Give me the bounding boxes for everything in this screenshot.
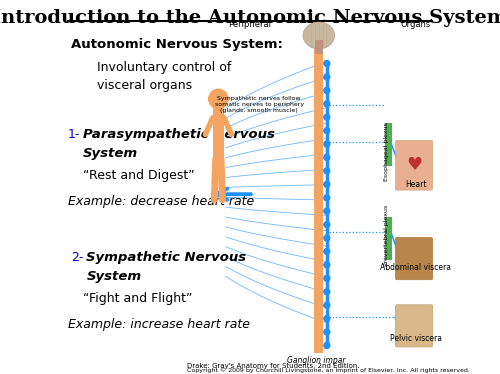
Text: Sympathetic Nervous: Sympathetic Nervous xyxy=(86,251,246,264)
Text: Prevertebral plexus: Prevertebral plexus xyxy=(384,205,390,266)
Bar xyxy=(314,40,323,54)
Ellipse shape xyxy=(303,22,334,49)
Text: Introduction to the Autonomic Nervous System: Introduction to the Autonomic Nervous Sy… xyxy=(0,9,500,27)
Circle shape xyxy=(208,89,228,109)
Bar xyxy=(385,217,392,260)
Text: Parasympathetic Nervous: Parasympathetic Nervous xyxy=(82,128,274,141)
Circle shape xyxy=(324,61,330,67)
Text: 1-: 1- xyxy=(68,128,80,141)
Circle shape xyxy=(324,181,330,187)
Circle shape xyxy=(324,101,330,107)
Circle shape xyxy=(324,128,330,134)
Circle shape xyxy=(324,235,330,241)
FancyBboxPatch shape xyxy=(396,237,432,280)
Text: Example: increase heart rate: Example: increase heart rate xyxy=(68,318,250,331)
Text: 2-: 2- xyxy=(72,251,84,264)
Text: System: System xyxy=(86,270,142,283)
Circle shape xyxy=(324,141,330,147)
Circle shape xyxy=(324,343,330,349)
Text: Ganglion impar: Ganglion impar xyxy=(287,356,346,365)
FancyBboxPatch shape xyxy=(396,305,432,347)
Circle shape xyxy=(324,222,330,228)
Circle shape xyxy=(324,74,330,80)
Text: Autonomic Nervous System:: Autonomic Nervous System: xyxy=(72,38,284,51)
Bar xyxy=(314,47,324,353)
Circle shape xyxy=(324,275,330,281)
Circle shape xyxy=(324,114,330,120)
Bar xyxy=(385,123,392,166)
Text: visceral organs: visceral organs xyxy=(98,79,192,92)
Text: Pelvic viscera: Pelvic viscera xyxy=(390,334,442,343)
Circle shape xyxy=(324,88,330,94)
Text: “Rest and Digest”: “Rest and Digest” xyxy=(82,169,194,182)
Text: “Fight and Flight”: “Fight and Flight” xyxy=(82,292,192,305)
Circle shape xyxy=(324,195,330,201)
Circle shape xyxy=(324,248,330,254)
Circle shape xyxy=(324,208,330,214)
Text: Heart: Heart xyxy=(405,180,426,189)
Text: Peripheral: Peripheral xyxy=(228,20,272,29)
Circle shape xyxy=(324,168,330,174)
Text: ♥: ♥ xyxy=(406,156,422,174)
Circle shape xyxy=(324,316,330,322)
Circle shape xyxy=(324,329,330,335)
Circle shape xyxy=(324,289,330,295)
FancyBboxPatch shape xyxy=(396,140,432,190)
Circle shape xyxy=(324,154,330,160)
Circle shape xyxy=(324,262,330,268)
Text: Involuntary control of: Involuntary control of xyxy=(98,61,232,74)
Text: Sympathetic nerves follow
somatic nerves to periphery
(glands, smooth muscle): Sympathetic nerves follow somatic nerves… xyxy=(214,96,304,113)
Text: Drake: Gray's Anatomy for Students, 2nd Edition.: Drake: Gray's Anatomy for Students, 2nd … xyxy=(187,363,360,369)
Text: Copyright © 2009 by Churchill Livingstone, an imprint of Elsevier, Inc. All righ: Copyright © 2009 by Churchill Livingston… xyxy=(187,368,470,373)
Text: Example: decrease heart rate: Example: decrease heart rate xyxy=(68,195,254,208)
Text: Esophageal plexus: Esophageal plexus xyxy=(384,122,390,181)
Text: System: System xyxy=(82,147,138,160)
Text: Organs: Organs xyxy=(400,20,430,29)
Bar xyxy=(213,108,224,159)
Text: Abdominal viscera: Abdominal viscera xyxy=(380,263,451,272)
Circle shape xyxy=(324,302,330,308)
